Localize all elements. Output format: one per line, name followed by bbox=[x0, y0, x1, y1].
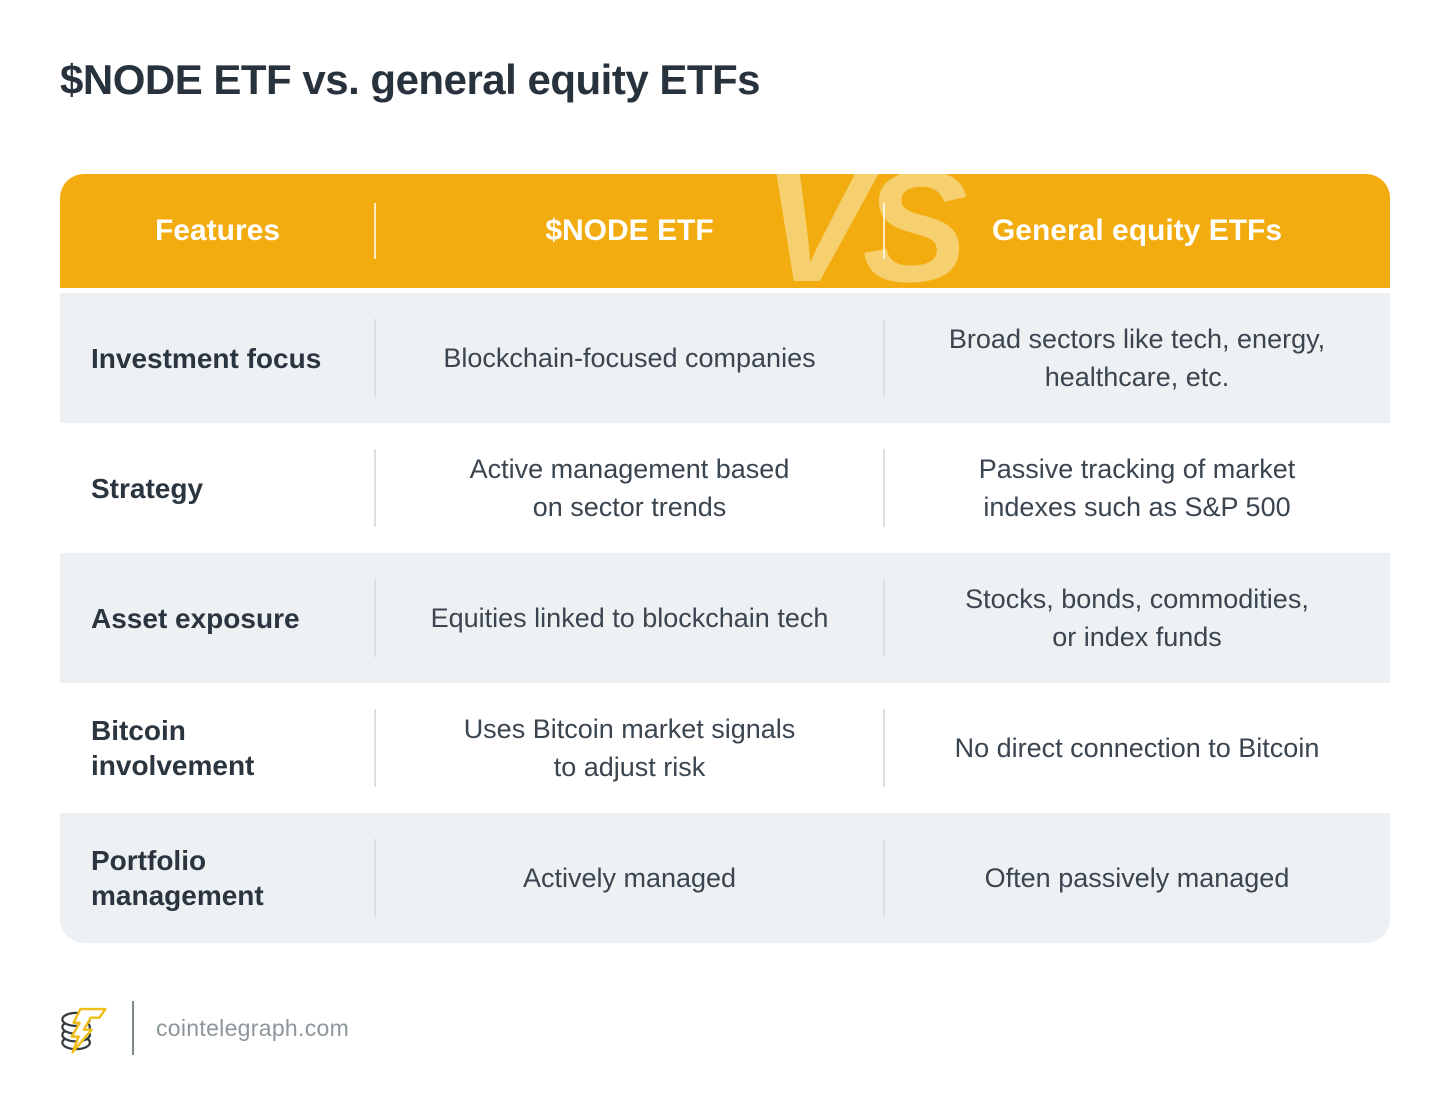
comparison-table: VS Features $NODE ETF General equity ETF… bbox=[60, 174, 1390, 943]
feature-cell: Bitcoin involvement bbox=[91, 715, 255, 781]
column-divider bbox=[883, 579, 885, 657]
column-divider bbox=[374, 839, 376, 917]
table-row-portfolio-management: Portfolio management Actively managed Of… bbox=[60, 813, 1390, 943]
header-cell-general-etfs: General equity ETFs bbox=[991, 214, 1283, 247]
header-divider bbox=[883, 203, 885, 259]
feature-cell: Portfolio management bbox=[91, 845, 264, 911]
column-divider bbox=[374, 579, 376, 657]
node-etf-cell: Actively managed bbox=[522, 862, 737, 893]
feature-cell: Asset exposure bbox=[91, 602, 300, 634]
node-etf-cell: Equities linked to blockchain tech bbox=[430, 602, 829, 633]
general-etf-cell: No direct connection to Bitcoin bbox=[954, 732, 1320, 763]
node-etf-cell: Uses Bitcoin market signals to adjust ri… bbox=[463, 713, 796, 782]
column-divider bbox=[374, 709, 376, 787]
general-etf-cell: Often passively managed bbox=[984, 862, 1290, 893]
general-etf-cell: Broad sectors like tech, energy, healthc… bbox=[948, 323, 1326, 392]
page-title: $NODE ETF vs. general equity ETFs bbox=[60, 56, 761, 103]
feature-cell: Investment focus bbox=[91, 342, 322, 374]
general-etf-cell: Passive tracking of market indexes such … bbox=[978, 453, 1296, 522]
table-header: VS Features $NODE ETF General equity ETF… bbox=[60, 174, 1390, 288]
header-cell-features: Features bbox=[154, 214, 281, 247]
footer-divider bbox=[132, 1001, 134, 1055]
column-divider bbox=[374, 319, 376, 397]
header-divider bbox=[374, 203, 376, 259]
cointelegraph-logo-icon bbox=[61, 1007, 107, 1054]
table-row-investment-focus: Investment focus Blockchain-focused comp… bbox=[60, 293, 1390, 423]
column-divider bbox=[883, 449, 885, 527]
site-label: cointelegraph.com bbox=[156, 1014, 350, 1041]
table-body: Investment focus Blockchain-focused comp… bbox=[60, 293, 1390, 943]
column-divider bbox=[374, 449, 376, 527]
node-etf-cell: Blockchain-focused companies bbox=[443, 342, 816, 373]
column-divider bbox=[883, 839, 885, 917]
feature-cell: Strategy bbox=[91, 472, 204, 504]
table-row-strategy: Strategy Active management based on sect… bbox=[60, 423, 1390, 553]
general-etf-cell: Stocks, bonds, commodities, or index fun… bbox=[965, 583, 1309, 652]
table-row-asset-exposure: Asset exposure Equities linked to blockc… bbox=[60, 553, 1390, 683]
vs-watermark: VS bbox=[763, 174, 968, 288]
footer: cointelegraph.com bbox=[52, 996, 349, 1060]
column-divider bbox=[883, 319, 885, 397]
column-divider bbox=[883, 709, 885, 787]
header-cell-node-etf: $NODE ETF bbox=[545, 214, 714, 247]
table-row-bitcoin-involvement: Bitcoin involvement Uses Bitcoin market … bbox=[60, 683, 1390, 813]
node-etf-cell: Active management based on sector trends bbox=[469, 453, 790, 522]
